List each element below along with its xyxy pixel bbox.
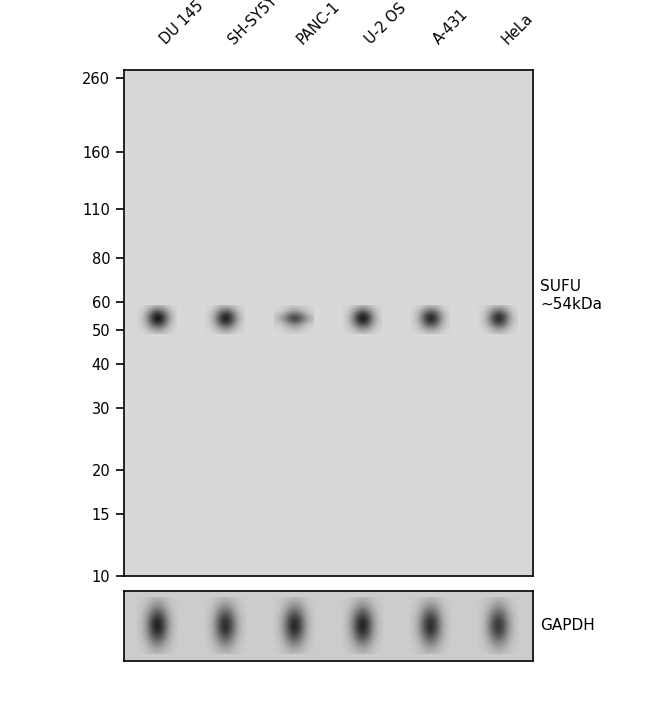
Text: PANC-1: PANC-1 — [294, 0, 343, 47]
Text: U-2 OS: U-2 OS — [363, 1, 409, 47]
Text: GAPDH: GAPDH — [540, 618, 595, 633]
Text: SH-SY5Y: SH-SY5Y — [226, 0, 280, 47]
Text: DU 145: DU 145 — [157, 0, 207, 47]
Text: HeLa: HeLa — [499, 11, 536, 47]
Text: SUFU
~54kDa: SUFU ~54kDa — [540, 279, 603, 311]
Text: A-431: A-431 — [430, 6, 471, 47]
